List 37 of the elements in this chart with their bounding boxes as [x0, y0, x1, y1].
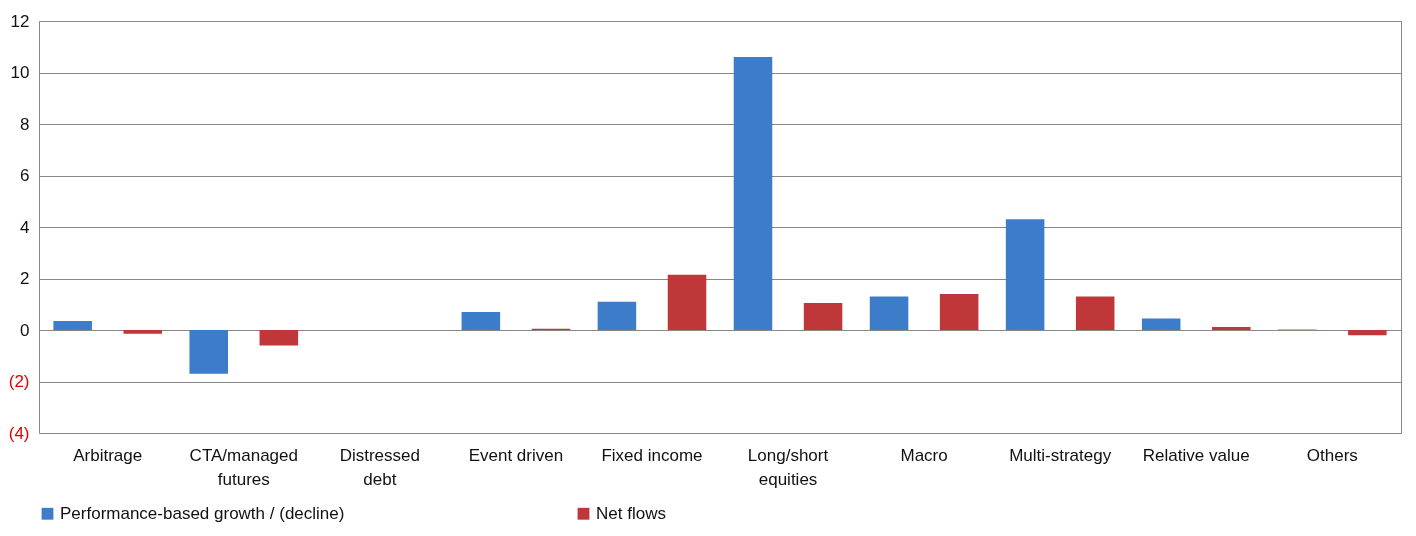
- legend-label: Net flows: [596, 503, 666, 523]
- y-tick-label: 10: [10, 63, 30, 82]
- x-tick-label: Others: [1306, 445, 1358, 465]
- bar: [733, 57, 773, 330]
- legend-label: Performance-based growth / (decline): [60, 503, 345, 523]
- x-tick-label: Macro: [900, 445, 948, 465]
- x-tick-label: Long/short equities: [747, 445, 829, 489]
- x-tick-label: Arbitrage: [73, 445, 143, 465]
- bar: [1141, 318, 1181, 330]
- x-tick-label: Event driven: [468, 445, 564, 465]
- y-tick-label: 6: [20, 166, 30, 185]
- x-tick-label: Distressed debt: [339, 445, 420, 489]
- x-tick-label: Relative value: [1142, 445, 1250, 465]
- bar: [1211, 326, 1251, 330]
- bar: [667, 274, 707, 330]
- bar: [803, 302, 843, 330]
- x-tick-label: CTA/managed futures: [189, 445, 298, 489]
- bar: [1348, 330, 1387, 336]
- y-tick-label: (4): [8, 423, 30, 443]
- bar: [123, 330, 163, 334]
- bar: [189, 330, 229, 374]
- bar: [939, 293, 979, 330]
- x-tick-label: Fixed income: [601, 445, 703, 465]
- x-tick-label: Multi-strategy: [1009, 445, 1112, 465]
- bar: [53, 320, 92, 330]
- y-tick-label: 4: [20, 217, 30, 237]
- bar: [1075, 296, 1115, 330]
- bar: [1005, 219, 1045, 330]
- y-tick-label: 12: [10, 11, 30, 31]
- y-tick-label: (2): [8, 372, 30, 391]
- y-tick-label: 2: [20, 269, 30, 288]
- bar: [869, 296, 909, 330]
- bar: [461, 311, 501, 330]
- bar: [259, 330, 299, 346]
- y-tick-label: 0: [20, 320, 30, 340]
- bar: [597, 301, 637, 330]
- y-tick-label: 8: [20, 114, 30, 134]
